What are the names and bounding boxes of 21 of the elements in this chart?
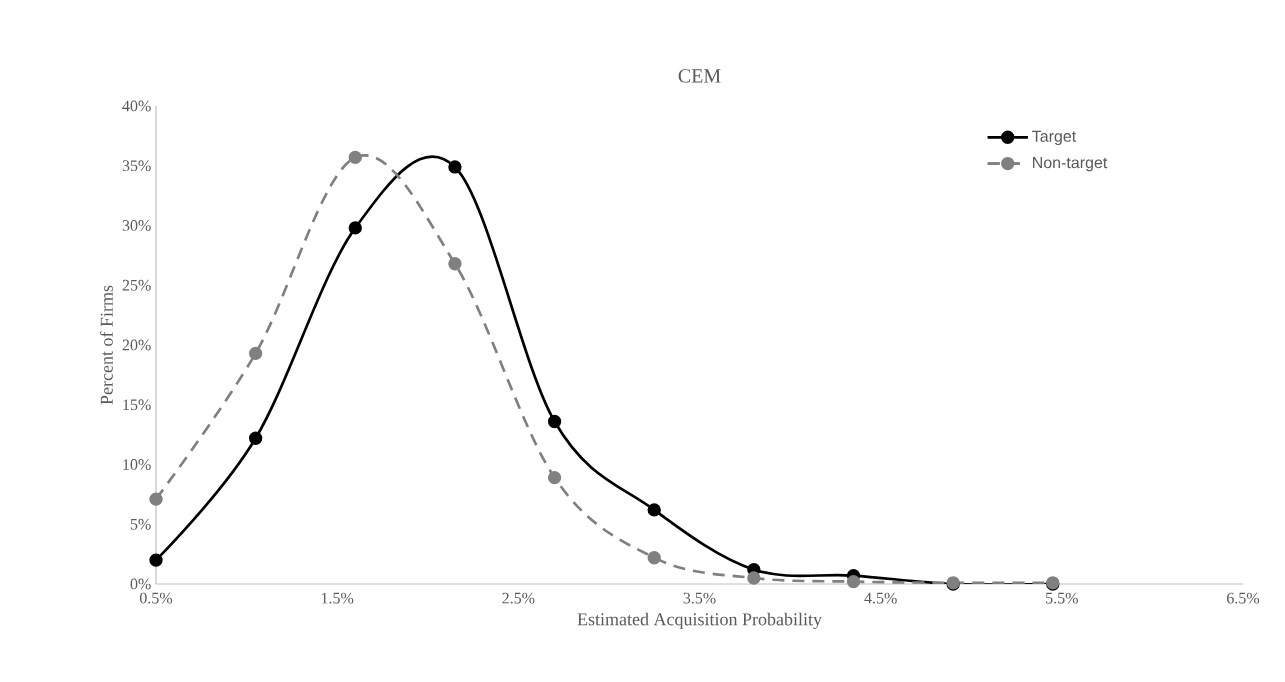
x-tick-label: 4.5% <box>864 592 897 604</box>
y-tick-label: 25% <box>122 279 151 291</box>
y-tick-label: 15% <box>123 399 151 411</box>
x-tick-label: 1.5% <box>321 592 354 604</box>
x-tick-label: 3.5% <box>683 592 716 604</box>
x-tick-label: 0.5% <box>139 592 173 604</box>
x-axis-title: Estimated Acquisition Probability <box>577 612 822 630</box>
y-tick-label: 40% <box>122 100 151 112</box>
chart-title: CEM <box>678 69 721 83</box>
y-tick-label: 5% <box>130 518 151 530</box>
y-axis-title: Percent of Firms <box>99 285 113 405</box>
y-tick-label: 35% <box>122 160 151 172</box>
y-tick-label: 30% <box>122 220 151 231</box>
y-tick-label: 10% <box>123 459 151 470</box>
legend-label: Target <box>1032 130 1077 146</box>
legend-label: Non-target <box>1033 157 1108 172</box>
x-tick-label: 6.5% <box>1227 592 1260 604</box>
y-tick-label: 0% <box>130 578 151 590</box>
x-tick-label: 5.5% <box>1046 592 1078 604</box>
x-tick-label: 2.5% <box>502 592 535 604</box>
y-tick-label: 20% <box>122 339 151 351</box>
